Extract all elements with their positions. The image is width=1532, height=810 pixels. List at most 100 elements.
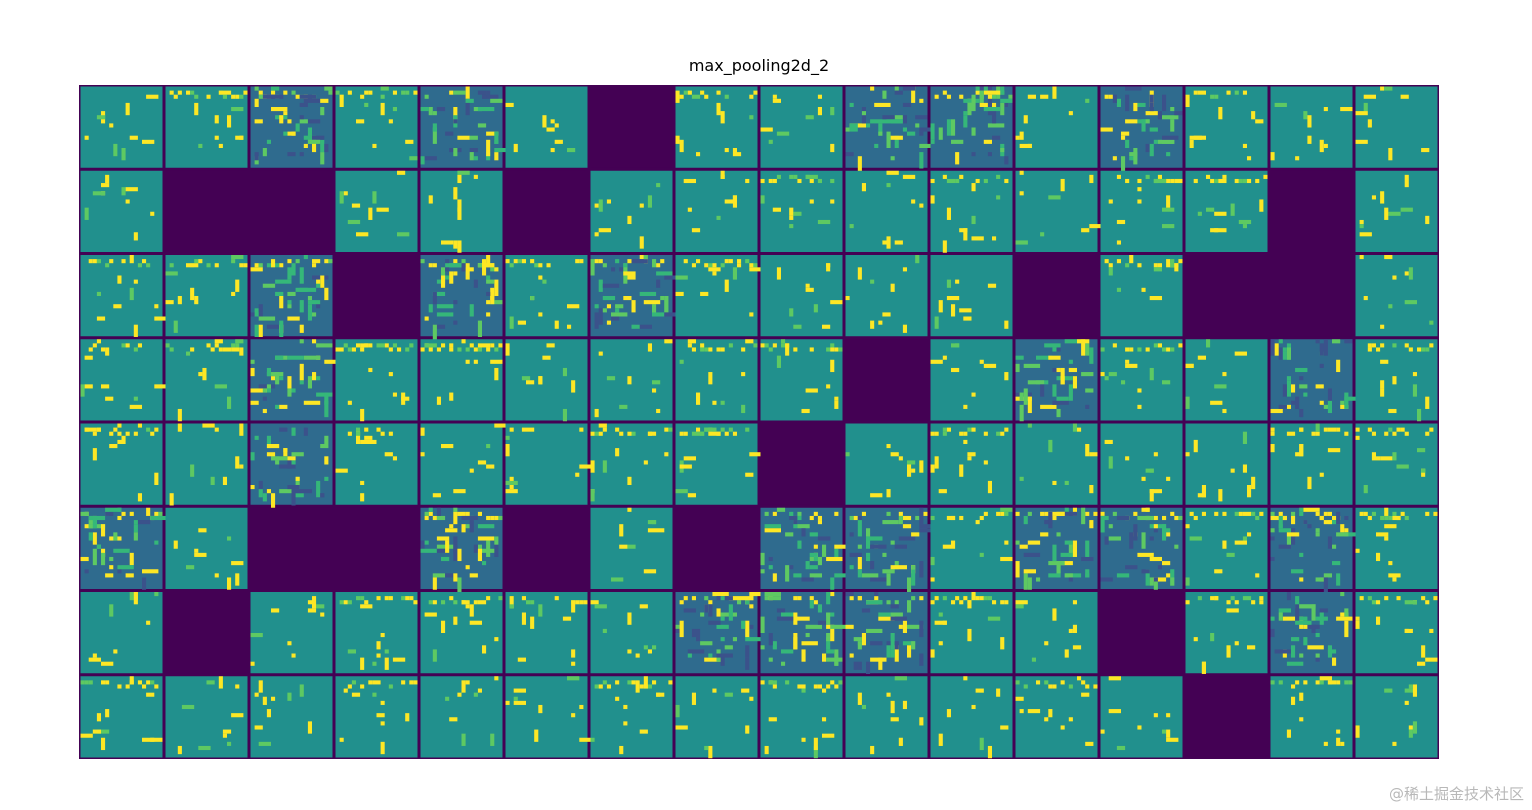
activation	[1371, 452, 1376, 461]
activation	[324, 259, 329, 264]
activation	[250, 359, 255, 364]
activation	[1048, 709, 1053, 718]
activation	[250, 267, 263, 272]
activation	[652, 312, 665, 317]
activation	[830, 359, 835, 373]
activation	[967, 452, 976, 457]
activation	[1404, 300, 1417, 305]
activation	[797, 511, 802, 516]
activation	[598, 199, 603, 212]
activation	[1359, 596, 1364, 601]
activation	[1278, 404, 1287, 409]
activation	[1108, 456, 1113, 469]
activation	[231, 255, 244, 260]
activation	[1081, 556, 1094, 562]
activation	[919, 203, 924, 208]
activation	[1388, 561, 1393, 566]
activation	[1299, 444, 1304, 457]
activation	[1291, 528, 1296, 545]
activation	[190, 90, 195, 95]
activation	[1303, 392, 1308, 397]
activation	[320, 612, 325, 617]
activation	[534, 263, 539, 268]
activation	[627, 649, 632, 654]
activation	[1315, 431, 1320, 436]
activation	[745, 725, 750, 734]
activation	[1344, 620, 1349, 638]
activation	[109, 556, 114, 562]
activation	[266, 94, 284, 99]
activation	[724, 279, 729, 292]
activation	[1307, 524, 1312, 529]
activation	[946, 119, 951, 136]
activation	[946, 94, 951, 99]
activation	[1193, 135, 1206, 140]
activation	[461, 600, 470, 605]
activation	[652, 645, 657, 650]
activation	[1421, 148, 1430, 153]
activation	[817, 178, 822, 184]
activation	[1000, 637, 1005, 650]
activation	[356, 232, 369, 237]
activation	[420, 540, 425, 553]
activation	[934, 596, 939, 601]
activation	[235, 135, 244, 140]
activation	[826, 612, 831, 625]
activation	[133, 520, 138, 525]
activation	[749, 624, 754, 629]
activation	[424, 612, 437, 617]
activation	[845, 624, 854, 629]
activation	[177, 90, 182, 95]
activation	[1141, 569, 1150, 574]
activation	[1319, 680, 1324, 685]
activation	[760, 552, 765, 566]
activation	[1371, 600, 1376, 605]
activation	[424, 316, 429, 321]
activation	[683, 259, 688, 264]
activation	[173, 94, 178, 99]
activation	[231, 94, 236, 99]
activation	[643, 569, 657, 574]
activation	[307, 300, 321, 305]
activation	[291, 489, 296, 506]
activation	[1278, 608, 1291, 613]
activation	[1052, 384, 1057, 397]
activation	[299, 287, 317, 292]
activation	[575, 259, 580, 264]
activation	[845, 296, 850, 301]
activation	[911, 468, 916, 473]
activation	[490, 515, 495, 521]
activation	[971, 152, 976, 157]
activation	[424, 515, 429, 521]
activation	[979, 737, 984, 751]
feature-map-tile	[335, 423, 418, 505]
activation	[882, 240, 887, 245]
activation	[198, 528, 207, 533]
activation	[1019, 476, 1024, 481]
activation	[894, 90, 903, 95]
activation	[720, 427, 725, 432]
activation	[457, 692, 462, 697]
activation	[772, 207, 781, 212]
activation	[142, 259, 147, 264]
activation	[753, 343, 758, 348]
activation	[494, 279, 499, 296]
activation	[627, 376, 632, 385]
activation	[154, 540, 159, 545]
activation	[1085, 511, 1090, 516]
activation	[571, 600, 576, 613]
activation	[1214, 596, 1219, 601]
activation	[1174, 515, 1179, 521]
activation	[768, 680, 777, 685]
activation	[1340, 741, 1345, 746]
activation	[388, 684, 393, 689]
activation	[513, 700, 526, 705]
activation	[1170, 178, 1175, 184]
activation	[764, 343, 769, 348]
activation	[647, 520, 657, 525]
activation	[1270, 339, 1275, 356]
activation	[1081, 339, 1086, 356]
activation	[461, 511, 466, 516]
activation	[813, 511, 818, 516]
activation	[482, 94, 487, 99]
